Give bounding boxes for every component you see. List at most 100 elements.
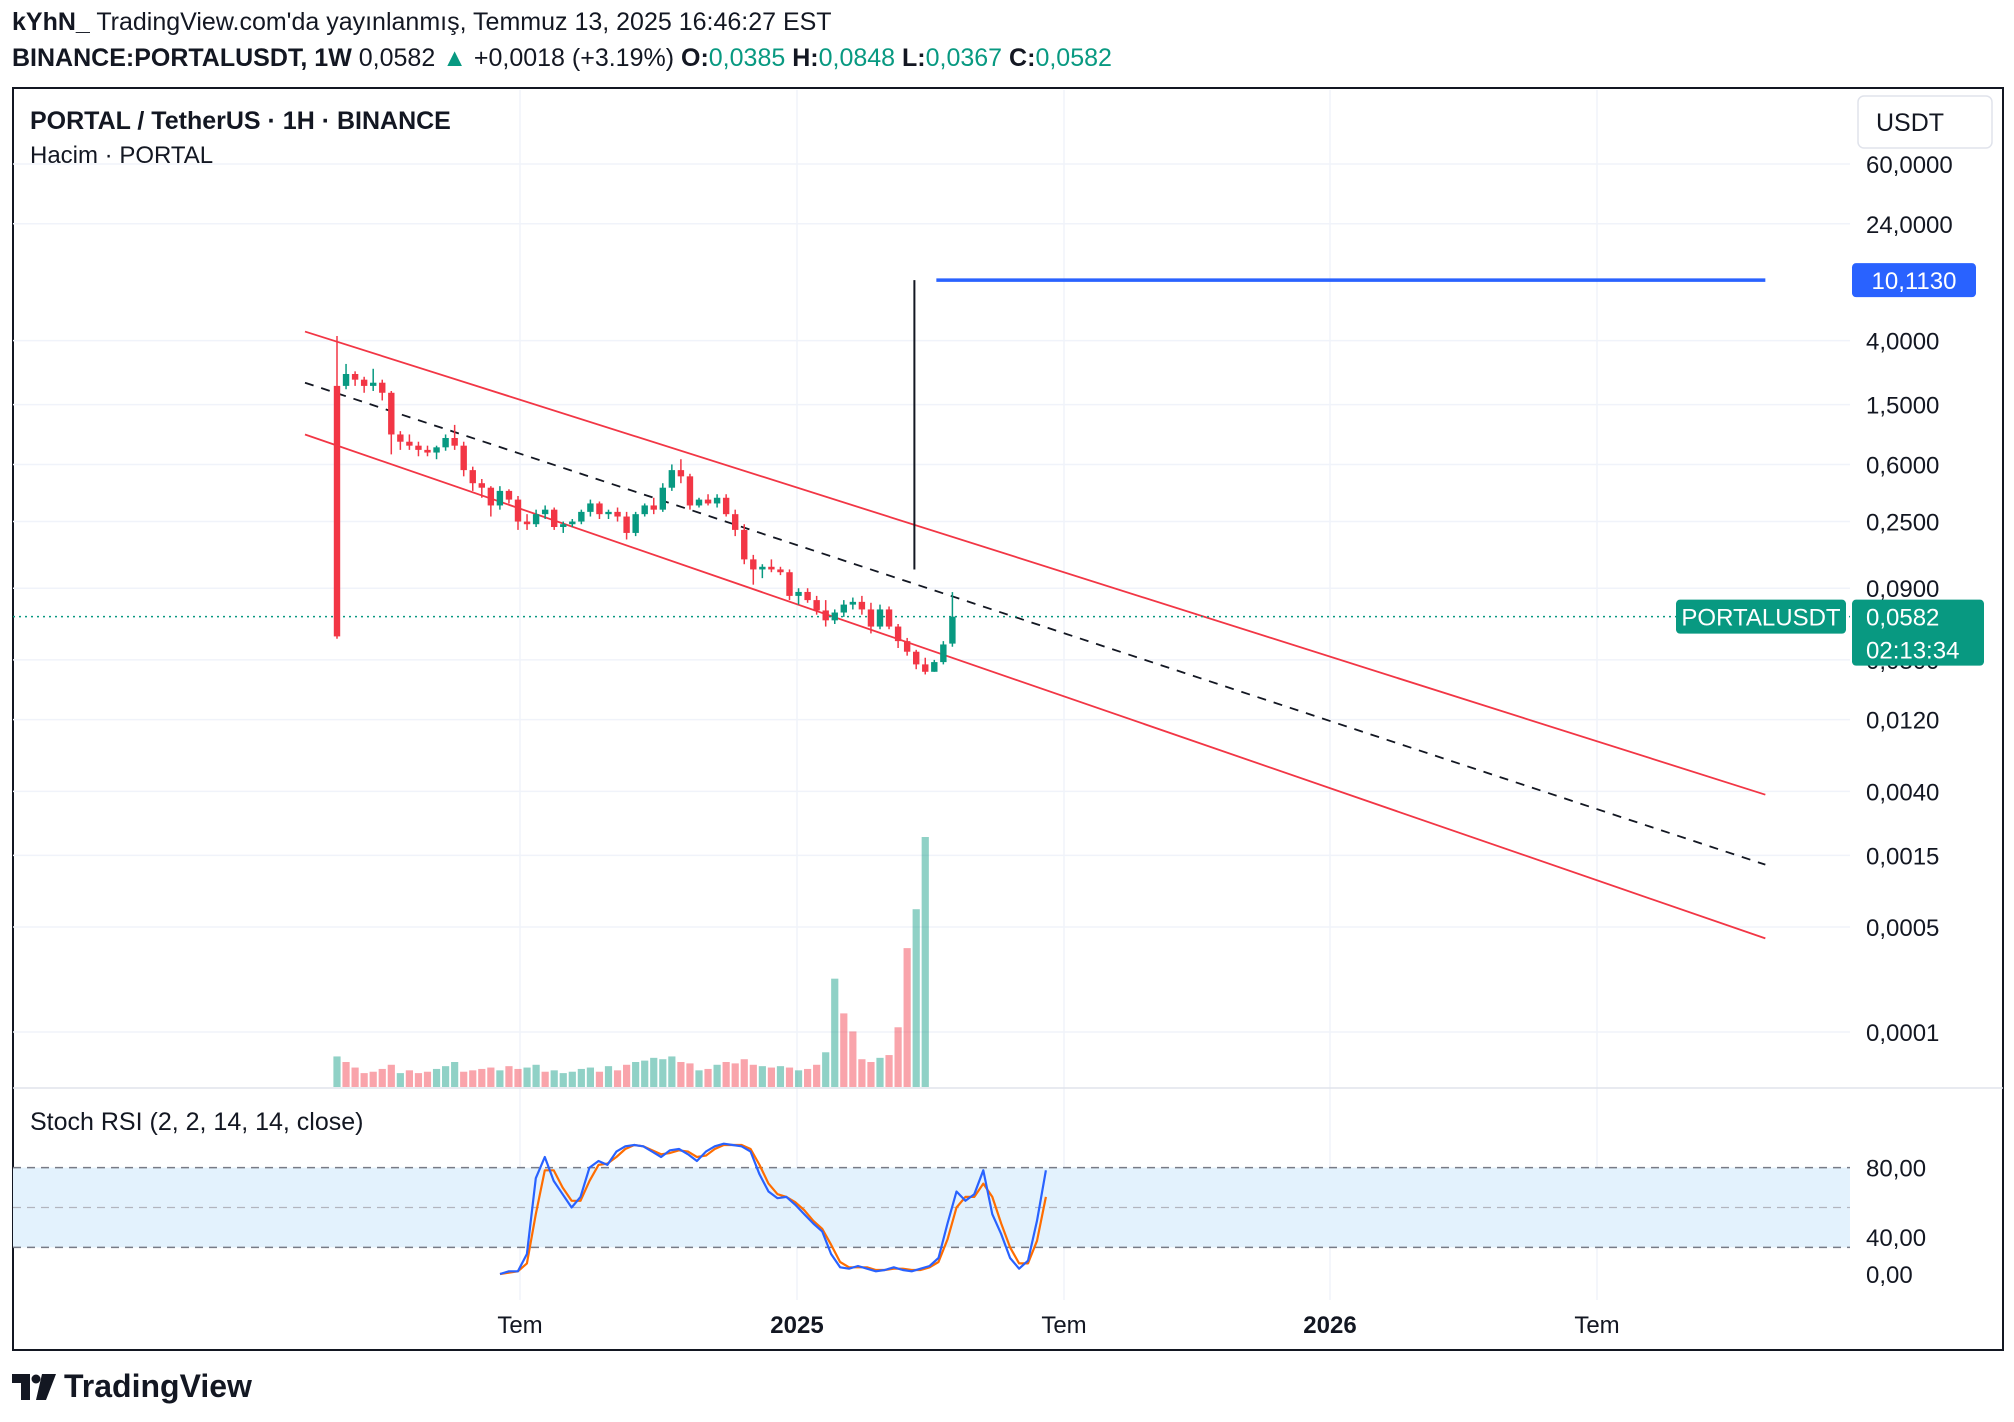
volume-bar	[677, 1062, 685, 1087]
candle-body	[623, 516, 630, 533]
volume-bar	[342, 1062, 350, 1087]
volume-bar	[613, 1070, 622, 1087]
price-tick-label: 0,0015	[1866, 843, 1939, 870]
currency-label[interactable]: USDT	[1876, 109, 1944, 137]
volume-bar	[568, 1071, 576, 1087]
volume-bar	[785, 1067, 794, 1087]
time-axis: Tem 2025 Tem 2026 Tem	[497, 1312, 1619, 1339]
volume-bar	[442, 1066, 450, 1087]
currency-button[interactable]: USDT	[1857, 95, 1993, 149]
candle-body	[777, 569, 784, 573]
stoch-tick-label: 80,00	[1866, 1156, 1926, 1183]
candle-body	[560, 524, 567, 527]
candle-body	[677, 470, 685, 477]
volume-bar	[731, 1063, 739, 1087]
candle-body	[514, 499, 522, 522]
candle-body	[795, 591, 802, 596]
stoch-k-line	[499, 1142, 1047, 1276]
volume-bar	[713, 1064, 721, 1087]
candle-body	[406, 441, 413, 446]
volume-bar	[432, 1068, 441, 1087]
brand-name: TradingView	[64, 1368, 252, 1404]
price-tick-label: 0,0040	[1866, 779, 1939, 806]
candle-body	[704, 499, 712, 504]
candle-body	[786, 572, 793, 596]
candle-body	[596, 503, 603, 515]
volume-bar	[460, 1071, 468, 1087]
volume-bar	[478, 1068, 486, 1087]
chart-title: PORTAL / TetherUS · 1H · BINANCE	[30, 107, 451, 135]
volume-bar	[858, 1059, 866, 1087]
candle-body	[478, 483, 485, 488]
candle-body	[741, 529, 748, 560]
candle-body	[605, 511, 612, 515]
candle-body	[342, 374, 350, 386]
candle-body	[541, 509, 549, 515]
volume-bar	[523, 1067, 531, 1087]
volume-bar	[451, 1062, 459, 1087]
candle-body	[370, 382, 377, 386]
candle-body	[388, 392, 395, 435]
candle-body	[759, 566, 766, 570]
candle-body	[460, 445, 467, 471]
trend-channel	[13, 278, 1850, 940]
candle-body	[713, 497, 721, 504]
candle-body	[415, 445, 422, 450]
close-label: C:	[1009, 44, 1036, 72]
open-label: O:	[681, 44, 709, 72]
volume-bar	[351, 1067, 359, 1087]
volume-bar	[414, 1073, 423, 1087]
high-label: H:	[792, 44, 819, 72]
volume-bar	[740, 1059, 748, 1087]
stoch-legend: Stoch RSI (2, 2, 14, 14, close)	[30, 1108, 364, 1136]
candle-body	[922, 664, 929, 672]
price-tick-label: 60,0000	[1866, 152, 1953, 179]
up-arrow-icon: ▲	[442, 44, 467, 72]
candle-body	[469, 470, 476, 484]
volume-bar	[641, 1060, 649, 1087]
volume-bar	[514, 1068, 522, 1087]
candle-body	[804, 591, 811, 601]
target-price-badge	[1852, 263, 1976, 298]
candle-body	[722, 497, 730, 515]
price-tick-label: 0,2500	[1866, 510, 1939, 537]
volume-bar	[894, 1027, 902, 1087]
symbol-label: BINANCE:PORTALUSDT, 1W	[12, 44, 352, 72]
volume-bar	[387, 1064, 395, 1087]
candle-body	[858, 601, 866, 610]
candle-body	[732, 514, 739, 530]
volume-bar	[794, 1070, 803, 1087]
price-tick-label: 0,0900	[1866, 576, 1939, 603]
volume-bar	[758, 1066, 766, 1087]
volume-bar	[623, 1064, 631, 1087]
volume-bar	[876, 1057, 884, 1087]
volume-legend: Hacim · PORTAL	[30, 142, 213, 169]
volume-bars	[333, 837, 929, 1087]
volume-bar	[921, 837, 929, 1087]
candle-body	[894, 626, 902, 642]
channel-lower-line	[304, 433, 1766, 940]
candle-body	[822, 610, 829, 621]
current-price-badge	[1852, 599, 1984, 666]
volume-bar	[804, 1068, 812, 1087]
candle-body	[505, 490, 513, 500]
tradingview-logo[interactable]: TradingView	[12, 1368, 252, 1405]
volume-bar	[333, 1056, 341, 1087]
candle-body	[379, 382, 386, 393]
symbol-summary: BINANCE:PORTALUSDT, 1W 0,0582 ▲ +0,0018 …	[12, 44, 1112, 73]
time-tick-label: 2025	[770, 1312, 823, 1339]
candle-body	[442, 437, 449, 448]
symbol-tag-badge	[1676, 599, 1846, 634]
price-tick-label: 0,0001	[1866, 1020, 1939, 1047]
grid	[13, 90, 2003, 1300]
candles	[333, 335, 956, 675]
volume-bar	[867, 1062, 875, 1087]
candle-body	[351, 374, 359, 380]
volume-bar	[632, 1062, 640, 1087]
volume-bar	[423, 1071, 432, 1087]
volume-bar	[650, 1057, 658, 1087]
price-tick-label: 0,0120	[1866, 708, 1939, 735]
volume-bar	[604, 1066, 613, 1087]
volume-bar	[831, 978, 839, 1087]
